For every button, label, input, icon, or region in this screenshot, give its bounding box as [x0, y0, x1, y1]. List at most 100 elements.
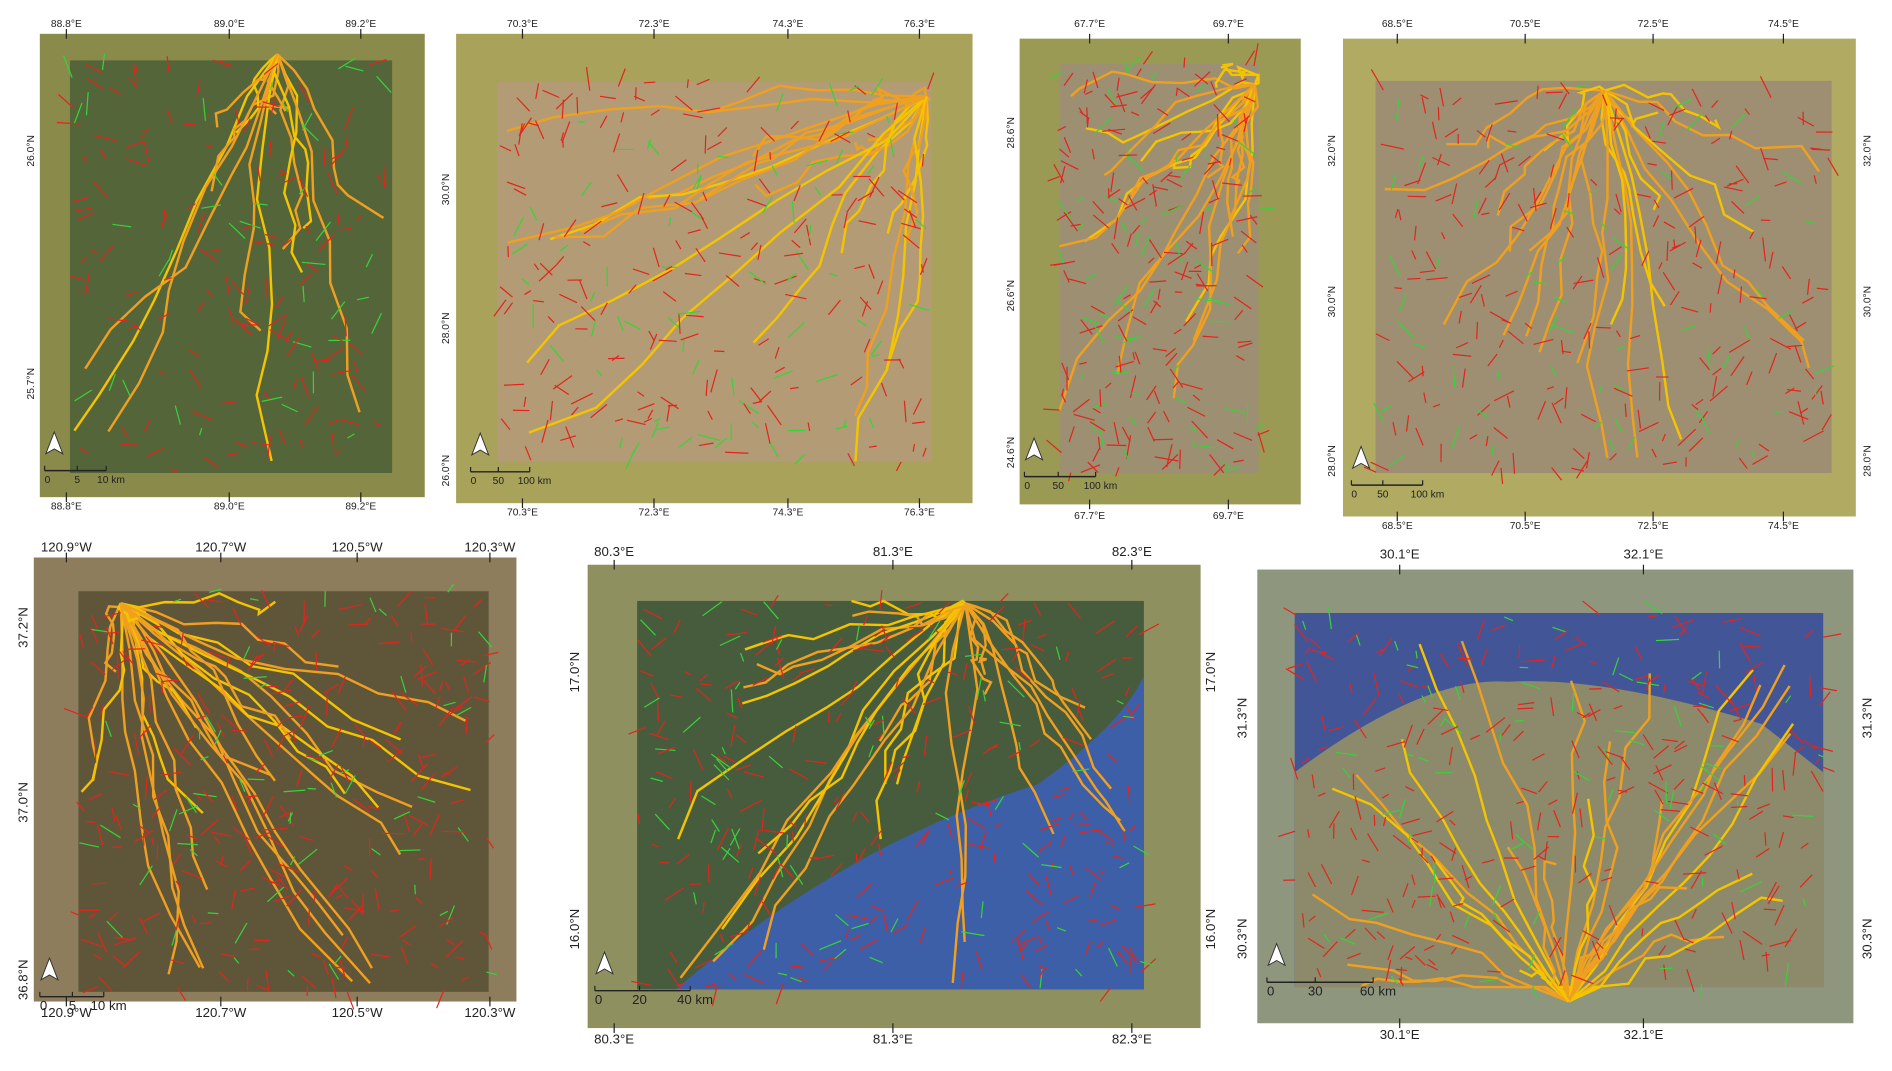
lon-label: 82.3°E [1112, 544, 1152, 559]
branch-canal [1642, 928, 1643, 936]
lon-label: 72.5°E [1638, 19, 1669, 30]
branch-canal [309, 907, 310, 926]
branch-canal [1589, 331, 1590, 348]
branch-canal [399, 850, 420, 851]
lat-label: 30.0°N [1863, 286, 1874, 317]
branch-canal [1205, 150, 1206, 159]
branch-canal [314, 891, 315, 900]
branch-canal [1666, 782, 1667, 804]
lat-label: 16.0°N [1203, 909, 1218, 950]
lon-label: 120.9°W [41, 539, 93, 554]
scale-label: 0 [1351, 489, 1357, 500]
branch-canal [1812, 149, 1831, 150]
scale-label: 0 [45, 475, 51, 486]
scale-label: 50 [493, 476, 505, 487]
branch-canal [1744, 775, 1745, 786]
lat-label: 31.3°N [1859, 698, 1874, 739]
map-extent [70, 60, 392, 473]
lon-label: 88.8°E [51, 502, 82, 513]
lon-label: 81.3°E [873, 1032, 913, 1047]
branch-canal [825, 605, 833, 606]
lon-label: 67.7°E [1074, 19, 1105, 30]
lat-label: 26.6°N [1006, 280, 1017, 311]
lat-label: 24.6°N [1006, 437, 1017, 468]
lon-label: 70.5°E [1510, 521, 1541, 532]
branch-canal [418, 859, 425, 860]
lon-label: 80.3°E [594, 544, 634, 559]
lon-label: 74.5°E [1768, 19, 1799, 30]
lat-label: 30.0°N [441, 174, 452, 205]
scale-label: 0 [40, 998, 47, 1013]
branch-canal [1672, 171, 1673, 190]
lon-label: 76.3°E [904, 508, 935, 519]
lon-label: 70.5°E [1510, 19, 1541, 30]
scale-label: 0 [471, 476, 477, 487]
lat-label: 16.0°N [567, 909, 582, 950]
branch-canal [425, 597, 435, 598]
lat-label: 17.0°N [567, 652, 582, 693]
branch-canal [660, 862, 670, 863]
branch-canal [690, 781, 691, 802]
scale-label: 100 km [518, 476, 552, 487]
lon-label: 80.3°E [594, 1032, 634, 1047]
branch-canal [1100, 389, 1101, 407]
branch-canal [1180, 450, 1181, 469]
scale-label: 5 [69, 998, 76, 1013]
lon-label: 120.7°W [195, 539, 247, 554]
branch-canal [787, 835, 788, 848]
scale-label: 10 km [91, 998, 127, 1013]
lon-label: 120.5°W [332, 1005, 384, 1020]
lat-label: 37.2°N [16, 607, 31, 648]
lon-label: 76.3°E [904, 19, 935, 30]
scale-label: 10 km [97, 475, 125, 486]
lon-label: 72.3°E [639, 508, 670, 519]
lon-label: 69.7°E [1213, 511, 1244, 522]
branch-canal [1210, 321, 1231, 322]
branch-canal [714, 351, 724, 352]
lat-label: 31.3°N [1234, 698, 1249, 739]
lat-label: 32.0°N [1863, 135, 1874, 166]
scale-label: 20 [632, 992, 647, 1007]
lat-label: 32.0°N [1327, 135, 1338, 166]
branch-canal [657, 697, 658, 721]
lon-label: 74.5°E [1768, 521, 1799, 532]
scale-label: 60 km [1360, 983, 1396, 998]
branch-canal [577, 97, 578, 114]
lat-label: 28.0°N [1327, 445, 1338, 476]
lon-label: 89.0°E [214, 19, 245, 30]
branch-canal [1764, 909, 1776, 910]
scale-label: 40 km [677, 992, 713, 1007]
lon-label: 72.3°E [639, 19, 670, 30]
lon-label: 70.3°E [507, 19, 538, 30]
lon-label: 120.5°W [332, 539, 384, 554]
lon-label: 81.3°E [873, 544, 913, 559]
lon-label: 120.9°W [41, 1005, 93, 1020]
lon-label: 89.2°E [345, 19, 376, 30]
lon-label: 72.5°E [1638, 521, 1669, 532]
lon-label: 32.1°E [1623, 1027, 1663, 1042]
branch-canal [249, 949, 259, 950]
scale-label: 0 [1267, 983, 1274, 998]
branch-canal [363, 894, 364, 912]
branch-canal [1119, 155, 1137, 156]
lon-label: 89.0°E [214, 502, 245, 513]
scale-label: 5 [74, 475, 80, 486]
branch-canal [1517, 708, 1533, 709]
branch-canal [270, 142, 271, 157]
lon-label: 30.1°E [1380, 547, 1420, 562]
branch-canal [689, 884, 701, 885]
lat-label: 17.0°N [1203, 652, 1218, 693]
branch-canal [415, 885, 416, 894]
lon-label: 30.1°E [1380, 1027, 1420, 1042]
lon-label: 89.2°E [345, 502, 376, 513]
branch-canal [208, 913, 219, 914]
lon-label: 82.3°E [1112, 1032, 1152, 1047]
branch-canal [1710, 746, 1724, 747]
branch-canal [1407, 278, 1420, 279]
branch-canal [1153, 439, 1173, 440]
